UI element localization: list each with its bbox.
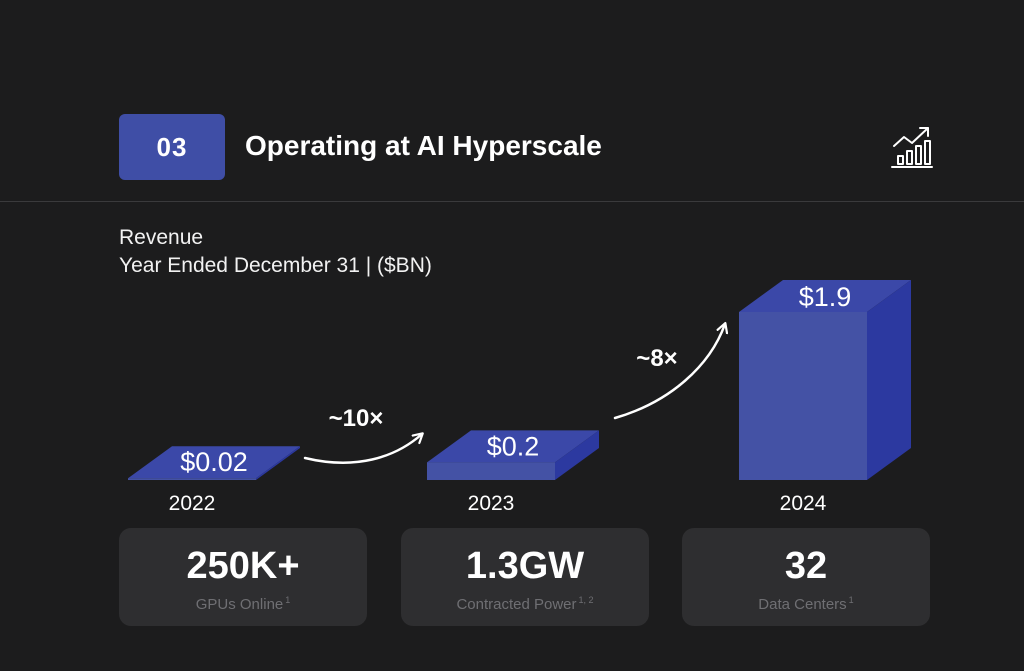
data-label-2023: $0.2 [487,431,540,461]
stat-card-data-centers: 32 Data Centers 1 [682,528,930,626]
stat-footnote: 1, 2 [578,595,594,605]
data-label-2024: $1.9 [799,282,852,312]
category-label-2024: 2024 [780,492,827,515]
category-label-2023: 2023 [468,492,515,515]
stat-label: Contracted Power 1, 2 [401,590,649,615]
bar-top-2022 [128,446,300,479]
growth-label-2022-2023: ~10× [329,405,384,432]
chart-title: Revenue [119,226,204,249]
growth-label-2023-2024: ~8× [636,345,677,372]
stat-label: GPUs Online 1 [119,590,367,615]
growth-arrow-2022-2023 [303,434,422,464]
bar-side-2022 [256,446,300,480]
growth-chart-icon [891,127,933,168]
bar-side-2023 [555,430,599,480]
slide-title: Operating at AI Hyperscale [245,130,602,161]
stat-label-text: Contracted Power [456,596,577,613]
stat-card-gpus: 250K+ GPUs Online 1 [119,528,367,626]
stat-label-text: Data Centers [758,596,847,613]
section-number-badge: 03 [119,114,225,180]
bar-side-2024 [867,280,911,480]
stat-value: 32 [784,545,828,587]
bar-top-2024 [739,280,911,312]
stat-value: 1.3GW [465,545,585,587]
stat-label: Data Centers 1 [682,590,930,615]
data-label-2022: $0.02 [180,447,248,477]
bar-2022 [128,478,256,480]
stat-footnote: 1 [848,595,854,605]
section-number: 03 [156,131,188,162]
stat-footnote: 1 [285,595,291,605]
header-divider [0,201,1024,202]
stat-label-text: GPUs Online [195,596,284,613]
stat-card-power: 1.3GW Contracted Power 1, 2 [401,528,649,626]
bar-2024 [739,312,867,480]
chart-subtitle: Year Ended December 31 | ($BN) [119,254,432,277]
bar-2023 [427,462,555,480]
stat-value: 250K+ [186,545,300,587]
growth-arrow-2023-2024 [613,324,725,420]
category-label-2022: 2022 [169,492,216,515]
bar-top-2023 [427,430,599,463]
